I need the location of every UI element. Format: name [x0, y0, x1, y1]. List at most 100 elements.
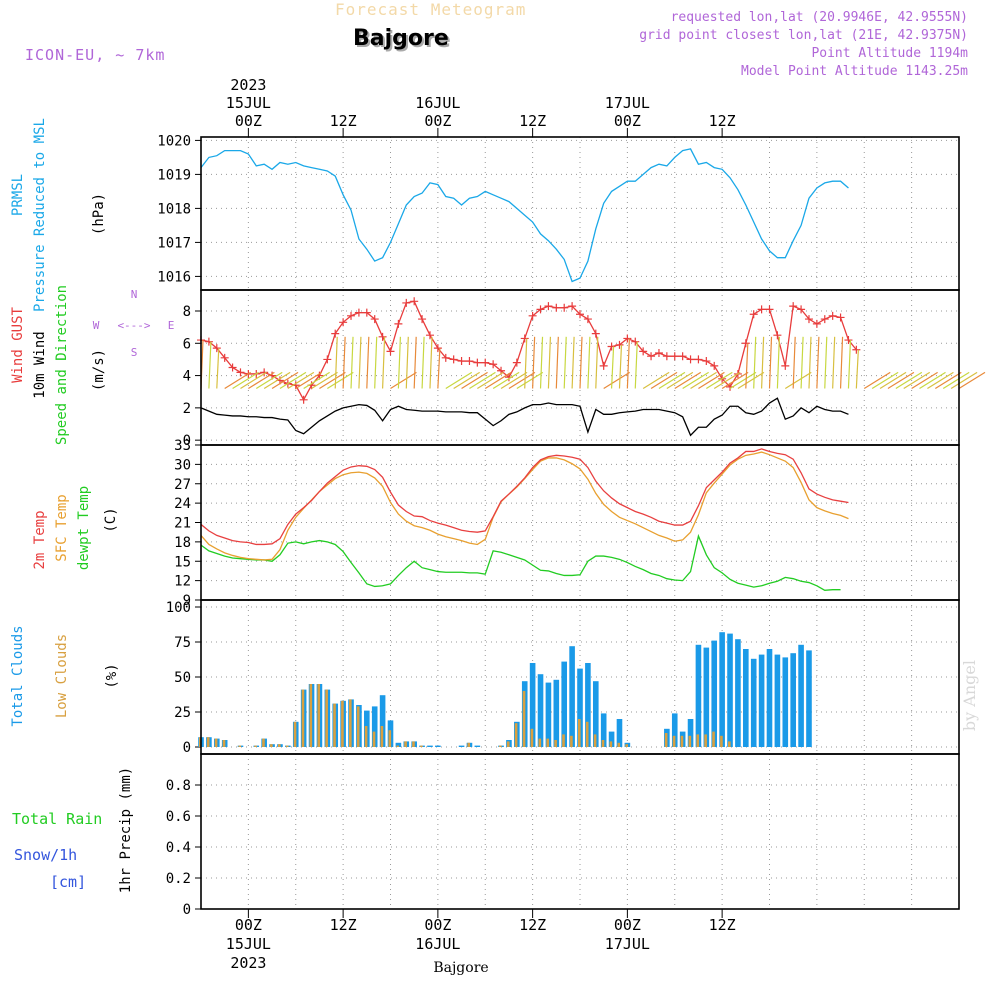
time-label-top: 16JUL	[415, 94, 460, 112]
y-label-low-clouds: Low Clouds	[54, 634, 70, 718]
y-unit-precip: 1hr Precip (mm)	[118, 767, 134, 893]
gust-point	[299, 395, 308, 404]
wind-arrow	[745, 343, 749, 389]
gust-point	[789, 302, 798, 311]
gust-point	[465, 357, 474, 366]
low-cloud-bar	[341, 700, 344, 747]
low-cloud-bar	[609, 741, 613, 747]
gust-point	[212, 344, 221, 353]
y-tick-label: 21	[174, 516, 191, 532]
gust-point	[670, 352, 679, 361]
total-cloud-bar	[671, 713, 678, 747]
low-cloud-bar	[301, 689, 305, 747]
wind-arrow	[927, 371, 954, 389]
wind-arrow	[311, 371, 338, 389]
wind-arrow	[374, 336, 378, 389]
total-cloud-bar	[766, 649, 773, 747]
gust-point	[378, 332, 387, 341]
y-tick-label: 0.2	[166, 871, 191, 887]
gust-point	[473, 358, 482, 367]
y-tick-label: 0.6	[166, 809, 191, 825]
low-cloud-bar	[530, 728, 534, 747]
wind-arrow	[453, 371, 480, 389]
wind-arrow	[847, 340, 852, 389]
meteogram-title: Forecast Meteogram	[335, 0, 527, 19]
wind-arrow	[224, 371, 252, 389]
low-cloud-bar	[522, 691, 526, 747]
low-cloud-bar	[412, 741, 415, 747]
low-cloud-bar	[562, 734, 565, 747]
gust-point	[552, 303, 561, 312]
low-cloud-bar	[672, 735, 676, 747]
gust-point	[394, 319, 403, 328]
compass-arrows: <--->	[117, 319, 150, 332]
requested-coords: requested lon,lat (20.9946E, 42.9555N)	[670, 10, 968, 25]
wind-arrow	[934, 371, 962, 389]
model-label: ICON-EU, ~ 7km	[25, 46, 166, 64]
time-label-top: 17JUL	[605, 94, 650, 112]
time-label-bottom: 17JUL	[605, 935, 650, 953]
gust-point	[425, 331, 434, 340]
total-cloud-bar	[458, 745, 465, 747]
wind-arrow	[208, 341, 212, 389]
low-cloud-bar	[364, 726, 368, 747]
y-tick-label: 33	[174, 438, 191, 454]
wind-arrow	[271, 371, 299, 389]
y-tick-label: 1016	[157, 269, 191, 285]
y-tick-label: 25	[174, 705, 191, 721]
low-cloud-bar	[578, 719, 581, 747]
total-cloud-bar	[806, 650, 812, 747]
gust-point	[781, 361, 790, 370]
wind-arrow	[366, 336, 370, 389]
low-cloud-bar	[506, 741, 510, 747]
low-cloud-bar	[254, 745, 257, 747]
y-label-10m-wind: 10m Wind	[32, 331, 48, 398]
low-cloud-bar	[617, 742, 621, 747]
gust-point	[323, 355, 332, 364]
gust-point	[354, 308, 363, 317]
low-cloud-bar	[728, 741, 731, 747]
gust-point	[370, 315, 379, 324]
low-cloud-bar	[696, 734, 700, 747]
wind-arrow	[397, 336, 401, 389]
wind-arrow	[319, 371, 346, 389]
y-tick-label: 75	[174, 635, 191, 651]
gust-point	[639, 347, 648, 356]
gust-point	[583, 315, 592, 324]
gust-point	[631, 337, 640, 346]
wind-arrow	[405, 336, 409, 389]
gust-point	[568, 302, 577, 311]
wind-arrow	[571, 336, 575, 389]
wind-arrow	[429, 336, 433, 389]
time-label-bottom: 15JUL	[226, 935, 271, 953]
gust-point	[812, 319, 821, 328]
wind-arrow	[690, 371, 717, 389]
wind-arrow	[832, 336, 836, 389]
wind-arrow	[327, 371, 354, 389]
wind-arrow	[650, 371, 678, 389]
low-cloud-bar	[720, 735, 723, 747]
wind-arrow	[469, 371, 496, 389]
dewpt-line	[200, 533, 841, 591]
total-cloud-bar	[790, 653, 796, 747]
total-cloud-bar	[395, 742, 402, 747]
gust-point	[481, 358, 490, 367]
low-cloud-bar	[396, 745, 399, 747]
y-tick-label: 1020	[157, 133, 191, 149]
y-tick-label: 0	[183, 433, 191, 449]
panel-frame-precip	[200, 753, 960, 910]
gust-point	[749, 310, 758, 319]
low-cloud-bar	[333, 703, 336, 747]
wind-arrow	[532, 336, 536, 389]
low-cloud-bar	[222, 740, 226, 747]
wind-arrow	[390, 371, 417, 389]
wind-arrow	[911, 371, 938, 389]
time-label-top: 00Z	[614, 112, 641, 130]
time-label-top: 12Z	[330, 112, 357, 130]
low-cloud-bar	[372, 731, 376, 747]
y-label-gust: Wind GUST	[10, 307, 26, 383]
wind-arrow	[263, 371, 291, 389]
y-label-snow-unit: [cm]	[50, 873, 86, 891]
y-label-snow: Snow/1h	[14, 846, 77, 864]
point-altitude: Point Altitude 1194m	[811, 46, 968, 61]
